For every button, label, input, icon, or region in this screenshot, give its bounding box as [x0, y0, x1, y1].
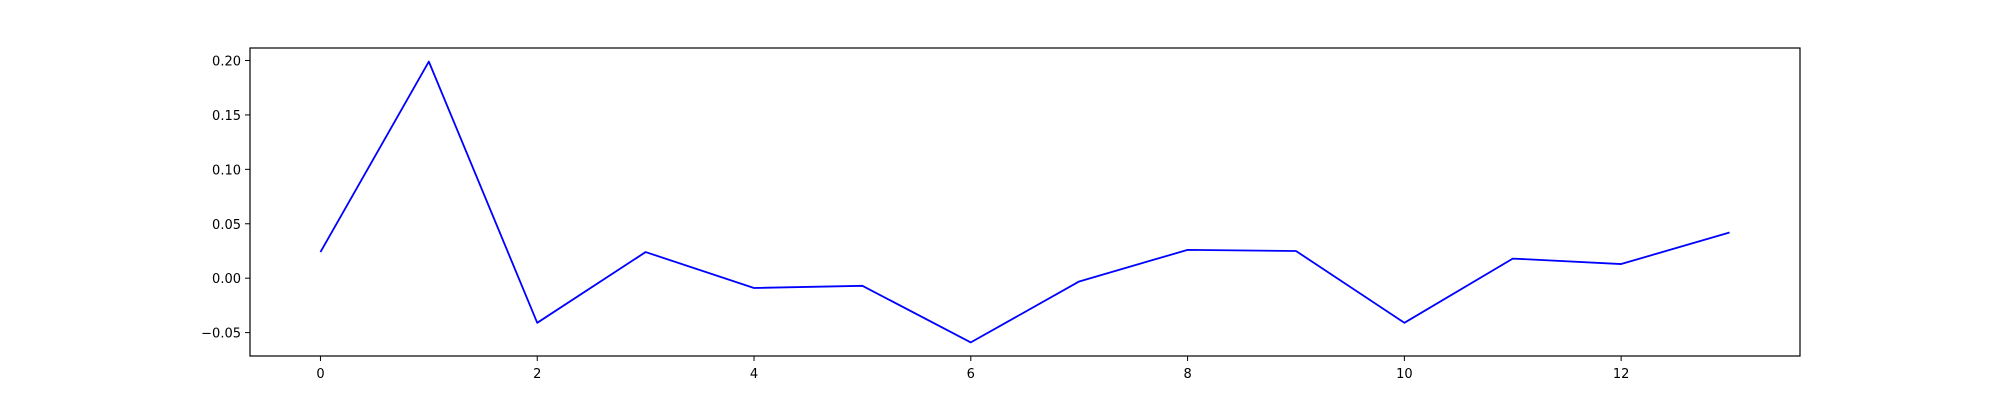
x-tick-label: 0 [316, 367, 324, 382]
y-axis: −0.05 0.00 0.05 0.10 0.15 0.20 [201, 55, 250, 342]
y-tick-label: 0.10 [212, 163, 241, 178]
x-tick-label: 8 [1183, 367, 1191, 382]
x-tick-label: 4 [750, 367, 758, 382]
plot-frame [249, 47, 1801, 357]
x-tick-label: 12 [1613, 367, 1630, 382]
x-tick-label: 2 [533, 367, 541, 382]
x-tick-label: 10 [1396, 367, 1413, 382]
x-tick-label: 6 [967, 367, 975, 382]
y-tick-label: 0.20 [212, 55, 241, 70]
x-axis: 0 2 4 6 8 10 12 [316, 356, 1629, 382]
series-line-0 [319, 60, 1730, 344]
y-tick-label: 0.15 [212, 109, 241, 124]
series-layer [319, 60, 1730, 344]
y-tick-label: 0.05 [212, 218, 241, 233]
y-tick-label: 0.00 [212, 272, 241, 287]
y-tick-label: −0.05 [201, 327, 241, 342]
